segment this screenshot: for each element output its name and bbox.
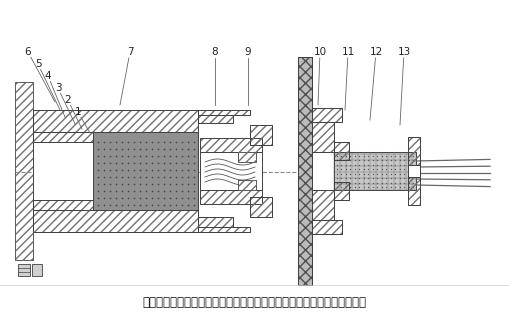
Bar [33,132,133,142]
Bar [238,152,256,162]
Bar [198,217,233,227]
Bar [312,122,334,152]
Text: 4: 4 [45,71,51,81]
Text: 2: 2 [65,95,71,105]
Bar [408,137,420,165]
Bar [33,110,198,132]
Bar [408,177,420,205]
Bar [198,115,233,123]
Bar [198,217,233,227]
Bar [312,190,334,220]
Bar [334,182,349,200]
Bar [33,142,93,200]
Bar [15,82,33,260]
Bar [33,142,118,200]
Bar [238,180,256,190]
Bar [312,122,334,152]
Text: 3: 3 [54,83,61,93]
Bar [250,197,272,217]
Bar [33,132,133,142]
Bar [200,190,262,204]
Text: 11: 11 [342,47,355,57]
Bar [198,227,250,232]
Bar [250,125,272,145]
Bar [250,125,272,145]
Bar [408,137,420,165]
Bar [312,108,342,122]
Bar [334,152,416,190]
Bar [33,210,198,232]
Bar [33,210,198,232]
Text: 9: 9 [245,47,251,57]
Bar [312,152,342,190]
Bar [198,115,233,123]
Bar [408,165,420,177]
Bar [33,200,133,210]
Bar [200,138,262,152]
Bar [312,108,342,122]
Bar [238,152,256,162]
Bar [312,190,334,220]
Text: 5: 5 [35,59,41,69]
Bar [200,138,262,152]
Bar [198,110,250,115]
Text: 6: 6 [25,47,32,57]
Text: 12: 12 [370,47,383,57]
Bar [33,200,133,210]
Bar [15,82,33,260]
Bar [408,177,420,205]
Bar [198,110,250,115]
Bar [334,182,349,200]
Bar [200,152,262,190]
Text: 7: 7 [127,47,133,57]
Bar [32,264,42,276]
Bar [298,57,312,285]
Bar [198,227,250,232]
Text: 10: 10 [314,47,327,57]
Bar [250,197,272,217]
Bar [200,190,262,204]
Bar [334,160,416,182]
Text: 13: 13 [398,47,411,57]
Bar [93,132,198,210]
Bar [33,110,198,132]
Text: 8: 8 [212,47,218,57]
Bar [312,220,342,234]
Bar [238,180,256,190]
Text: 圖為本實用新型所提供的壓力測量裝置的一種具體實施方式的結構示意圖: 圖為本實用新型所提供的壓力測量裝置的一種具體實施方式的結構示意圖 [142,295,366,308]
Bar [334,142,349,160]
Bar [18,264,30,276]
Bar [312,220,342,234]
Text: 1: 1 [75,107,81,117]
Bar [334,142,349,160]
Bar [298,57,312,285]
